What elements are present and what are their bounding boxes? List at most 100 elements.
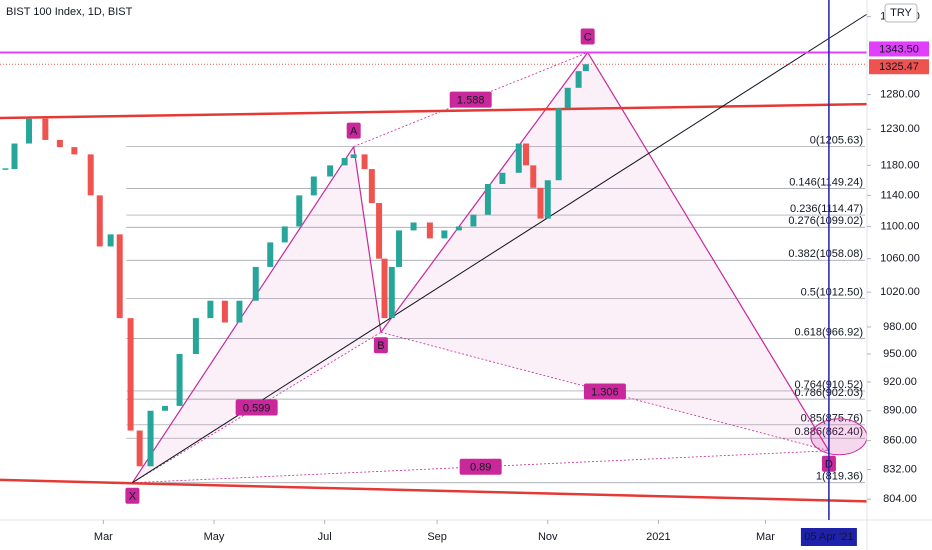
candle — [26, 118, 33, 144]
candle — [87, 154, 94, 196]
y-tick-label: 980.00 — [883, 321, 917, 333]
currency-label: TRY — [890, 7, 912, 19]
candle — [582, 64, 589, 72]
candle — [523, 143, 530, 166]
x-tick-label: May — [204, 531, 225, 543]
point-label: X — [129, 491, 137, 503]
candle — [396, 230, 403, 267]
price-label: 1343.50 — [879, 43, 919, 55]
candle — [176, 354, 183, 406]
candle — [116, 234, 123, 319]
x-tick-label: 2021 — [646, 531, 670, 543]
candle — [147, 410, 154, 467]
candle — [341, 158, 348, 166]
ratio-line — [380, 331, 830, 452]
candle — [296, 195, 303, 227]
fib-label: 0.236(1114.47) — [790, 203, 863, 215]
candle — [470, 214, 477, 227]
ratio-label: 1.588 — [457, 94, 485, 106]
y-tick-label: 1180.00 — [881, 159, 920, 171]
candle — [555, 108, 562, 181]
y-tick-label: 1060.00 — [880, 253, 920, 265]
point-label: C — [584, 31, 592, 43]
candle — [388, 266, 395, 319]
candle — [162, 405, 169, 411]
pattern-leg — [380, 52, 589, 333]
candle — [107, 234, 114, 247]
candle — [499, 172, 506, 184]
candle — [575, 71, 582, 88]
crosshair-label: 05 Apr '21 — [804, 531, 853, 543]
currency-button[interactable] — [884, 3, 918, 23]
ratio-badge — [449, 91, 492, 108]
point-badge — [373, 337, 388, 354]
candle — [544, 180, 551, 219]
point-badge — [346, 122, 361, 139]
fib-label: 0.85(875.76) — [801, 413, 863, 425]
fib-label: 0.5(1012.50) — [801, 286, 863, 298]
crosshair-badge — [800, 528, 857, 546]
candle — [515, 143, 522, 173]
y-tick-label: 890.00 — [883, 405, 917, 417]
x-tick-label: Mar — [94, 531, 113, 543]
candle — [441, 230, 448, 239]
y-tick-label: 1140.00 — [881, 189, 920, 201]
candle — [267, 242, 274, 267]
ratio-label: 0.89 — [470, 462, 491, 474]
pattern-leg — [131, 146, 355, 484]
candle — [281, 226, 288, 243]
candle — [96, 195, 103, 247]
candle — [71, 147, 78, 155]
pattern-area — [380, 52, 829, 451]
fib-label: 0.382(1058.08) — [788, 248, 863, 260]
fib-label: 1(819.36) — [816, 471, 863, 483]
x-tick-label: Jul — [318, 531, 332, 543]
y-tick-label: 804.00 — [883, 493, 917, 505]
candle — [310, 176, 317, 196]
candle — [361, 154, 368, 170]
point-label: B — [377, 340, 384, 352]
fib-label: 0.276(1099.02) — [788, 215, 863, 227]
trend-line — [0, 478, 868, 503]
ratio-label: 0.599 — [243, 402, 271, 414]
pattern-leg — [353, 146, 382, 333]
candle — [136, 430, 143, 467]
y-tick-label: 1100.00 — [881, 220, 920, 232]
candle — [537, 187, 544, 219]
point-badge — [125, 487, 140, 504]
prz-ellipse — [810, 418, 868, 456]
candle — [564, 87, 571, 109]
fib-label: 0(1205.63) — [810, 135, 863, 147]
y-tick-label: 950.00 — [883, 348, 917, 360]
candle — [42, 118, 49, 140]
candle — [368, 169, 375, 204]
y-tick-label: 920.00 — [883, 376, 917, 388]
candle — [207, 300, 214, 319]
candle — [11, 143, 18, 170]
y-tick-label: 832.00 — [883, 463, 917, 475]
ratio-badge — [235, 399, 278, 416]
chart-title: BIST 100 Index, 1D, BIST — [6, 6, 133, 18]
point-badge — [580, 28, 595, 45]
candle — [426, 222, 433, 239]
pattern-leg — [587, 52, 830, 452]
y-tick-label: 1280.00 — [880, 88, 920, 100]
price-badge — [869, 41, 929, 57]
price-label: 1325.47 — [879, 61, 919, 73]
y-tick-label: 1020.00 — [880, 286, 920, 298]
candle — [530, 165, 537, 188]
candle — [484, 183, 491, 215]
x-tick-label: Sep — [427, 531, 447, 543]
candle — [56, 139, 63, 148]
ratio-label: 1.306 — [591, 386, 619, 398]
candle — [127, 318, 134, 431]
candle — [221, 300, 228, 323]
pattern-area — [132, 146, 381, 483]
y-tick-label: 1230.00 — [880, 123, 920, 135]
candle — [350, 154, 357, 159]
candle — [410, 222, 417, 231]
candle — [327, 165, 334, 177]
fib-label: 0.146(1149.24) — [789, 176, 863, 188]
price-badge — [869, 59, 929, 75]
ratio-badge — [459, 458, 502, 475]
